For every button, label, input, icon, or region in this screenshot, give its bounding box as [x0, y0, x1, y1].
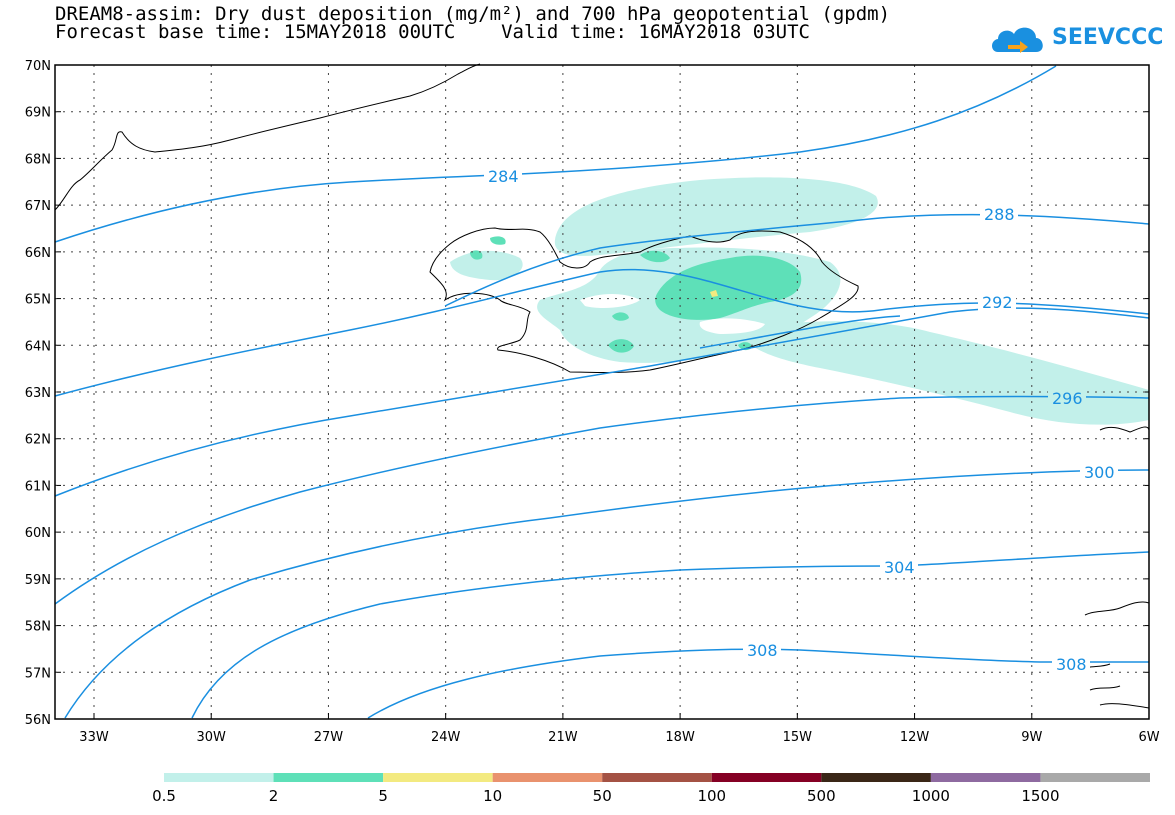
legend-swatch — [383, 773, 493, 782]
dust-core-2mg-f — [470, 250, 483, 260]
lon-label: 9W — [1021, 730, 1042, 745]
contour-label-284: 284 — [488, 167, 519, 186]
legend-swatch — [711, 773, 822, 782]
logo-text: SEEVCCC — [1052, 25, 1164, 50]
coast-faroe-norway — [1099, 426, 1150, 433]
coastlines — [54, 63, 1150, 709]
contour-labels: 284 288 292 296 300 304 308 308 — [484, 166, 1118, 674]
legend-swatch — [1040, 773, 1150, 782]
lon-label: 21W — [548, 730, 578, 745]
contour-label-304: 304 — [884, 558, 915, 577]
legend-label: 2 — [269, 787, 279, 805]
lon-label: 33W — [79, 730, 109, 745]
legend-label: 10 — [483, 787, 502, 805]
legend-label: 0.5 — [152, 787, 176, 805]
contour-label-292: 292 — [982, 293, 1013, 312]
lon-label: 30W — [197, 730, 227, 745]
lat-label: 56N — [25, 713, 51, 728]
lat-label: 67N — [25, 199, 51, 214]
contour-284-low — [54, 65, 1057, 243]
lat-label: 58N — [25, 620, 51, 635]
lon-label: 6W — [1138, 730, 1159, 745]
dust-gap-white — [699, 318, 765, 334]
legend-label: 50 — [593, 787, 612, 805]
legend-swatch — [273, 773, 384, 782]
graticule — [55, 64, 1150, 720]
legend-swatch — [930, 773, 1041, 782]
contour-label-308-west: 308 — [747, 641, 778, 660]
legend-label: 1500 — [1021, 787, 1059, 805]
legend-label: 5 — [378, 787, 388, 805]
lon-label: 15W — [783, 730, 813, 745]
lat-label: 68N — [25, 152, 51, 167]
coast-iceland — [429, 227, 859, 373]
dust-area-north — [554, 177, 878, 256]
contour-300 — [54, 395, 1150, 605]
legend-swatch — [821, 773, 931, 782]
lon-label: 27W — [314, 730, 344, 745]
contour-label-308-east: 308 — [1056, 655, 1087, 674]
legend-swatch — [602, 773, 712, 782]
legend-swatch — [164, 773, 274, 782]
dust-gap-white-b — [580, 294, 640, 308]
dust-shading — [450, 177, 1149, 425]
lat-label: 62N — [25, 433, 51, 448]
coast-scotland — [1079, 601, 1150, 709]
lon-label: 18W — [665, 730, 695, 745]
contour-label-288: 288 — [984, 205, 1015, 224]
dust-core-2mg-c — [608, 339, 634, 353]
dust-area-west — [450, 250, 523, 281]
legend-label: 100 — [697, 787, 726, 805]
legend-label: 1000 — [912, 787, 950, 805]
lat-label: 57N — [25, 666, 51, 681]
longitude-labels: 33W 30W 27W 24W 21W 18W 15W 12W 9W 6W — [79, 730, 1159, 745]
coast-greenland — [54, 63, 481, 211]
legend-swatch — [492, 773, 603, 782]
lat-label: 66N — [25, 246, 51, 261]
color-legend: 0.5 2 5 10 50 100 500 1000 1500 — [152, 773, 1150, 805]
legend-label: 500 — [807, 787, 836, 805]
lat-label: 59N — [25, 573, 51, 588]
contour-304 — [64, 469, 1150, 719]
cloud-logo-icon — [992, 27, 1043, 53]
contour-label-300: 300 — [1084, 463, 1115, 482]
contour-308a — [191, 551, 1150, 719]
lat-label: 60N — [25, 526, 51, 541]
lon-label: 24W — [431, 730, 461, 745]
lat-label: 64N — [25, 339, 51, 354]
lon-label: 12W — [900, 730, 930, 745]
dust-core-2mg-d — [612, 312, 629, 321]
contour-label-296: 296 — [1052, 389, 1083, 408]
dust-core-2mg-b — [640, 250, 670, 263]
lat-label: 70N — [25, 59, 51, 74]
latitude-labels: 70N 69N 68N 67N 66N 65N 64N 63N 62N 61N 60N 59N 58N 5… — [25, 59, 51, 728]
lat-label: 63N — [25, 386, 51, 401]
lat-label: 69N — [25, 106, 51, 121]
map-title: DREAM8-assim: Dry dust deposition (mg/m²… — [55, 3, 891, 25]
lat-label: 61N — [25, 479, 51, 494]
map-frame — [54, 64, 1150, 720]
dust-core-5mg — [710, 290, 718, 297]
dust-area-east — [740, 321, 1149, 425]
contour-292 — [54, 268, 1150, 397]
dust-core-2mg-g — [490, 236, 506, 245]
lat-label: 65N — [25, 293, 51, 308]
dust-core-2mg — [655, 255, 802, 320]
map-subtitle: Forecast base time: 15MAY2018 00UTC Vali… — [55, 21, 810, 43]
